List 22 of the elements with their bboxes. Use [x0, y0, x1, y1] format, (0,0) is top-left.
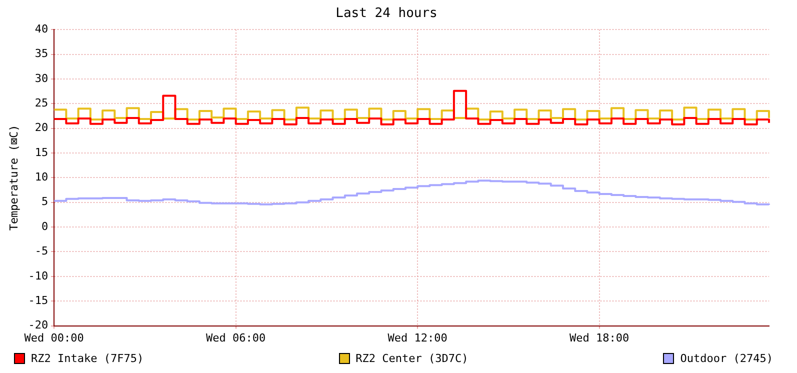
y-tick-label: 40	[34, 22, 48, 36]
y-tick-label: 5	[41, 195, 48, 208]
y-axis-title: Temperature (⊠C)	[7, 124, 20, 231]
legend-label: RZ2 Intake (7F75)	[31, 352, 144, 365]
y-tick-label: 35	[34, 47, 48, 60]
y-tick-label: 10	[34, 170, 48, 184]
x-tick-label: Wed 18:00	[570, 331, 630, 344]
y-tick-label: 0	[41, 220, 48, 233]
chart-title: Last 24 hours	[336, 6, 438, 22]
x-tick-label: Wed 12:00	[388, 331, 448, 344]
y-tick-label: -15	[28, 294, 48, 307]
x-tick-label: Wed 00:00	[24, 331, 84, 344]
y-tick-label: -20	[28, 318, 48, 332]
y-tick-label: 25	[34, 96, 48, 110]
y-tick-label: 15	[34, 146, 48, 159]
legend-label: Outdoor (2745)	[680, 352, 773, 365]
y-tick-label: 30	[34, 72, 48, 85]
x-tick-label: Wed 06:00	[206, 331, 266, 344]
y-tick-label: -5	[34, 244, 48, 258]
y-tick-label: 20	[34, 121, 48, 134]
legend-label: RZ2 Center (3D7C)	[356, 352, 468, 365]
y-tick-label: -10	[28, 269, 48, 282]
